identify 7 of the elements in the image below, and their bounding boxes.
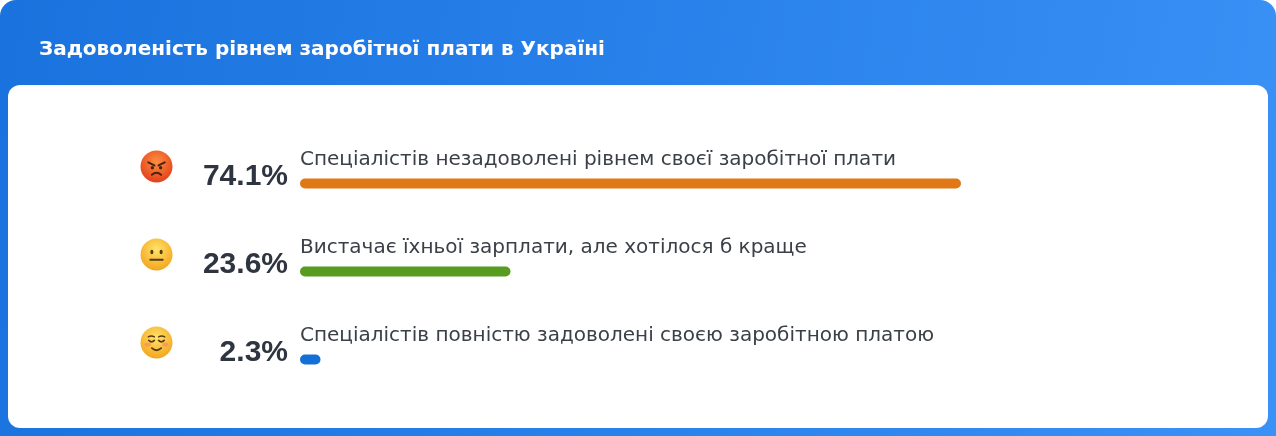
y-tick-label: Вистачає їхньої зарплати, але хотілося б краще [300,233,807,258]
y-tick-label: Спеціалістів незадоволені рівнем своєї заробітної плати [300,145,897,170]
data-label: 2.3% [219,334,288,367]
y-tick-label: Спеціалістів повністю задоволені своєю заробітною платою [300,321,934,346]
data-label: 23.6% [202,246,288,279]
data-label: 74.1% [202,158,288,191]
chart-title: Задоволеність рівнем заробітної плати в Україні [39,36,605,60]
